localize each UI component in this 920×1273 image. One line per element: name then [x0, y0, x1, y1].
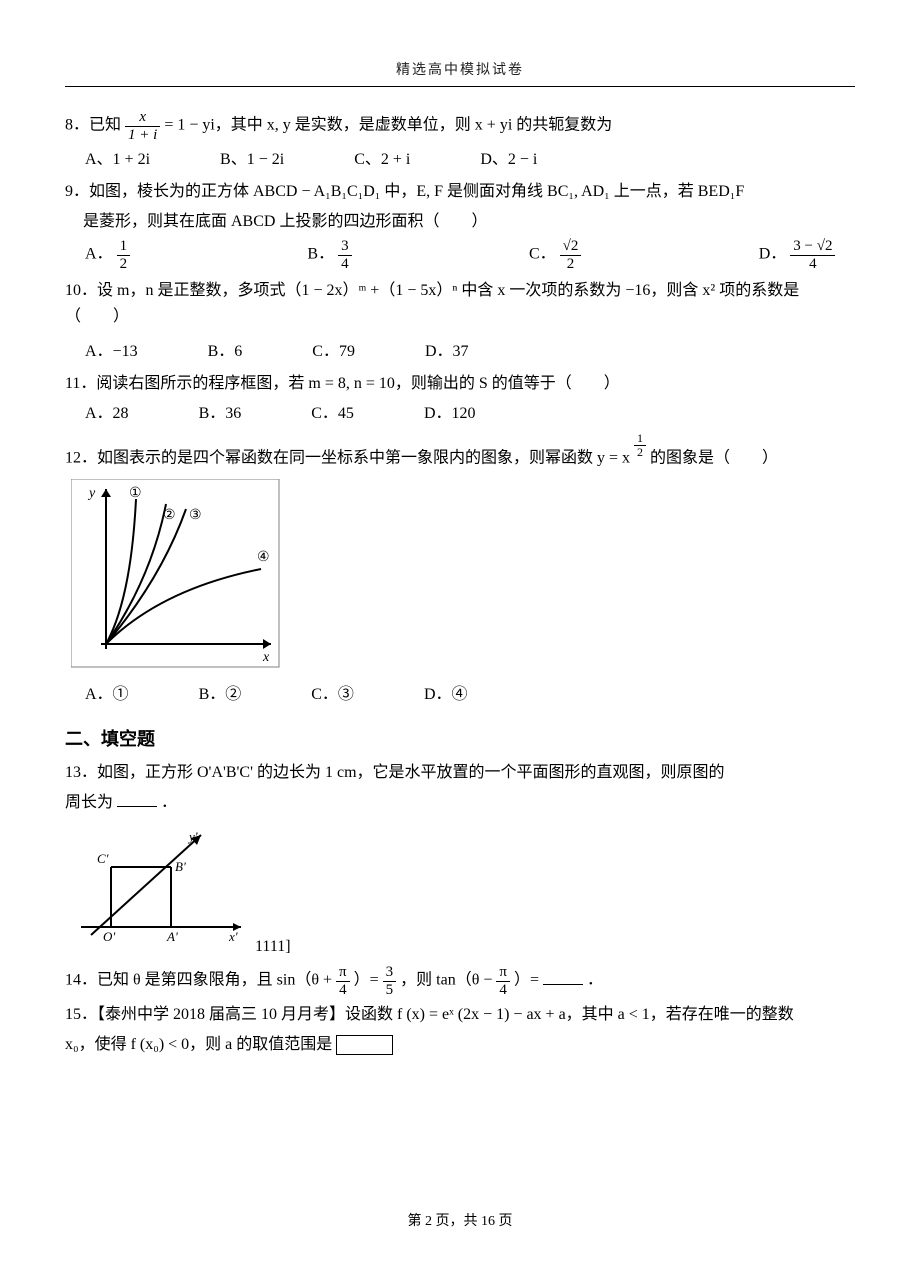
q14: 14．已知 θ 是第四象限角，且 sin（θ + π4 ）= 35 ，则 tan… [65, 964, 855, 998]
q12-exponent: 1 2 [634, 432, 646, 459]
q9-c-den: 2 [560, 256, 582, 273]
q13-label-c: C' [97, 851, 109, 866]
q12-opt-b: B．② [199, 682, 242, 708]
page-footer: 第 2 页，共 16 页 [0, 1211, 920, 1233]
q12-figure: ① ② ③ ④ x y [71, 479, 855, 678]
q12-options: A．① B．② C．③ D．④ [85, 682, 855, 708]
q8-mid: = 1 − yi，其中 x, y 是实数，是虚数单位，则 x + yi 的共轭复… [164, 117, 612, 134]
q12-opt-c: C．③ [311, 682, 354, 708]
q8-options: A、1 + 2i B、1 − 2i C、2 + i D、2 − i [85, 147, 855, 173]
q14-f2d: 5 [383, 982, 397, 999]
q9-a-label: A． [85, 246, 113, 263]
q14-end: ． [587, 972, 603, 989]
q13-label-x: x' [228, 929, 238, 944]
q9-d-label: D． [759, 246, 787, 263]
q13-figure: O' A' B' C' x' y' [71, 827, 251, 956]
q14-blank [543, 969, 583, 984]
q8-stem: 8．已知 x 1 + i = 1 − yi，其中 x, y 是实数，是虚数单位，… [65, 109, 855, 143]
q13-blank [117, 791, 157, 806]
q8-frac-num: x [125, 109, 160, 127]
q9-opt-c: C． √22 [529, 238, 581, 272]
q13-label-a: A' [166, 929, 178, 944]
q8-opt-b: B、1 − 2i [220, 147, 284, 173]
q10-options: A．−13 B．6 C．79 D．37 [85, 339, 855, 365]
q9-a-num: 1 [117, 238, 131, 256]
q9-b-num: 3 [338, 238, 352, 256]
q9-c-num: √2 [560, 238, 582, 256]
q14-mid1: ）= [354, 972, 379, 989]
q11-opt-b: B．36 [199, 401, 242, 427]
q8-frac-den: 1 + i [125, 127, 160, 144]
q15-line1: 15．【泰州中学 2018 届高三 10 月月考】设函数 f (x) = eˣ … [65, 1002, 855, 1028]
q9-c-label: C． [529, 246, 556, 263]
section-2-title: 二、填空题 [65, 725, 855, 754]
q14-f3n: π [496, 964, 510, 982]
q9-opt-a: A． 12 [85, 238, 130, 272]
q11-options: A．28 B．36 C．45 D．120 [85, 401, 855, 427]
q11-opt-c: C．45 [311, 401, 354, 427]
q11-opt-a: A．28 [85, 401, 129, 427]
q12-label-3: ③ [189, 508, 202, 523]
q8-pre: 8．已知 [65, 117, 121, 134]
footer-total: 16 [481, 1214, 495, 1229]
page-header: 精选高中模拟试卷 [65, 60, 855, 87]
q10-opt-c: C．79 [312, 339, 355, 365]
footer-mid: 页，共 [436, 1214, 478, 1229]
q14-f1n: π [336, 964, 350, 982]
q13-label-y: y' [187, 829, 198, 844]
q10-opt-b: B．6 [208, 339, 243, 365]
q11-opt-d: D．120 [424, 401, 476, 427]
footer-page: 2 [425, 1214, 432, 1229]
q8-opt-a: A、1 + 2i [85, 147, 150, 173]
q15-answer-box [336, 1035, 393, 1055]
q9-opt-b: B． 34 [307, 238, 351, 272]
q12-label-4: ④ [257, 550, 270, 565]
footer-pre: 第 [408, 1214, 422, 1229]
q14-pre: 14．已知 θ 是第四象限角，且 sin（θ + [65, 972, 332, 989]
q14-f3d: 4 [496, 982, 510, 999]
q13-after: 1111] [255, 938, 291, 955]
q14-f2n: 3 [383, 964, 397, 982]
q8-opt-d: D、2 − i [480, 147, 537, 173]
q8-opt-c: C、2 + i [354, 147, 410, 173]
q12-label-2: ② [163, 508, 176, 523]
q12-opt-a: A．① [85, 682, 129, 708]
q14-post: ）= [514, 972, 539, 989]
q12-exp-num: 1 [634, 432, 646, 446]
q14-mid2: ，则 tan（θ − [400, 972, 492, 989]
q9-d-num: 3 − √2 [790, 238, 835, 256]
q12-label-1: ① [129, 486, 142, 501]
q10-opt-d: D．37 [425, 339, 469, 365]
q9-a-den: 2 [117, 256, 131, 273]
q12-exp-den: 2 [634, 446, 646, 459]
q13-line2-post: ． [161, 794, 177, 811]
q9-line2: 是菱形，则其在底面 ABCD 上投影的四边形面积（ ） [65, 209, 855, 235]
q9-options: A． 12 B． 34 C． √22 D． 3 − √24 [85, 238, 836, 272]
footer-post: 页 [499, 1214, 513, 1229]
q12-label-y: y [87, 486, 96, 501]
q12-post: 的图象是（ ） [650, 450, 778, 467]
q11-stem: 11．阅读右图所示的程序框图，若 m = 8, n = 10，则输出的 S 的值… [65, 371, 855, 397]
q8-fraction: x 1 + i [125, 109, 160, 143]
q13-line2: 周长为 ． [65, 790, 855, 816]
q14-f1d: 4 [336, 982, 350, 999]
q13-label-o: O' [103, 929, 115, 944]
q12-opt-d: D．④ [424, 682, 468, 708]
q12-stem: 12．如图表示的是四个幂函数在同一坐标系中第一象限内的图象，则幂函数 y = x… [65, 432, 855, 471]
q9-d-den: 4 [790, 256, 835, 273]
q10-opt-a: A．−13 [85, 339, 138, 365]
q12-pre: 12．如图表示的是四个幂函数在同一坐标系中第一象限内的图象，则幂函数 y = x [65, 450, 630, 467]
q9-opt-d: D． 3 − √24 [759, 238, 836, 272]
q15-line2: x₀，使得 f (x₀) < 0，则 a 的取值范围是 [65, 1032, 855, 1058]
q9-b-label: B． [307, 246, 334, 263]
q9-line1: 9．如图，棱长为的正方体 ABCD − A₁B₁C₁D₁ 中，E, F 是侧面对… [65, 179, 855, 205]
q13-label-b: B' [175, 859, 186, 874]
q13-line2-pre: 周长为 [65, 794, 113, 811]
q10-stem: 10．设 m，n 是正整数，多项式（1 − 2x）ᵐ +（1 − 5x）ⁿ 中含… [65, 278, 855, 329]
q13-line1: 13．如图，正方形 O'A'B'C' 的边长为 1 cm，它是水平放置的一个平面… [65, 760, 855, 786]
q12-label-x: x [262, 650, 270, 665]
q15-line2-pre: x₀，使得 f (x₀) < 0，则 a 的取值范围是 [65, 1036, 332, 1053]
q9-b-den: 4 [338, 256, 352, 273]
